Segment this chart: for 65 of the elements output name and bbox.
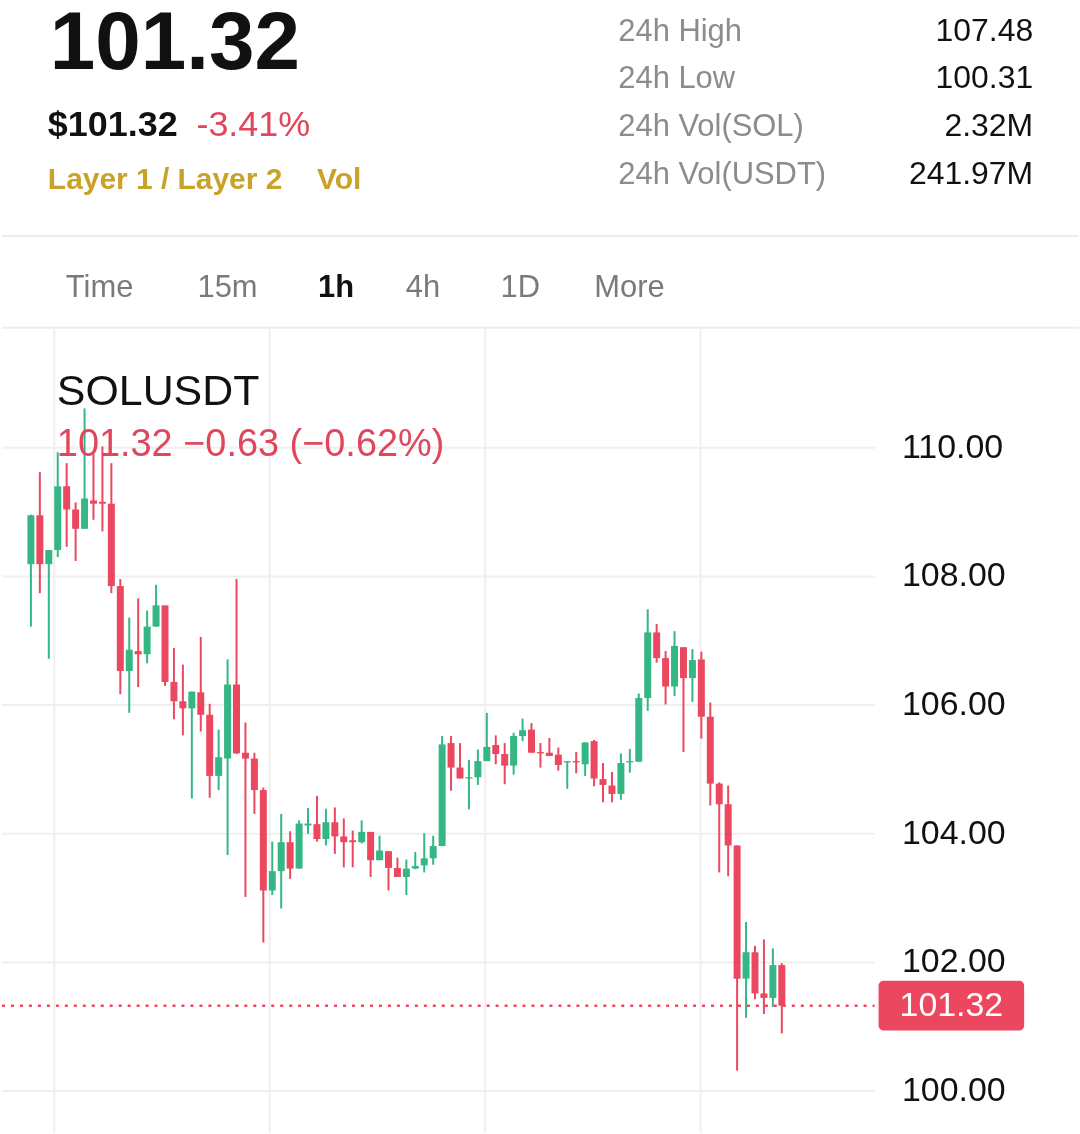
candlestick	[179, 663, 187, 737]
text: $101.32	[47, 104, 178, 145]
candlestick	[215, 728, 223, 792]
candlestick	[152, 583, 160, 628]
candlestick	[393, 856, 401, 878]
text: 107.48	[935, 12, 1034, 49]
candlestick	[501, 742, 509, 786]
candlestick	[688, 648, 696, 703]
candlestick	[492, 734, 500, 766]
y-tick-label: 104.00	[901, 812, 1006, 851]
candlestick	[519, 717, 527, 743]
candlestick	[384, 850, 392, 892]
candlestick	[483, 711, 491, 763]
y-tick-label: 106.00	[901, 683, 1006, 722]
candlestick	[197, 635, 205, 733]
text: 24h Vol(SOL)	[618, 108, 804, 144]
candlestick	[581, 741, 589, 777]
ref-line-label: 101.32	[899, 984, 1004, 1023]
candlestick	[340, 817, 348, 869]
candlestick	[402, 858, 410, 896]
candlestick	[322, 807, 330, 847]
candlestick	[420, 832, 428, 874]
candlestick	[554, 746, 562, 772]
candlestick	[63, 462, 71, 548]
candlestick	[545, 736, 553, 757]
text: 101.32	[49, 0, 300, 87]
text: 24h High	[618, 13, 742, 49]
candlestick	[608, 771, 616, 804]
candlestick	[134, 597, 142, 689]
candlestick	[331, 806, 339, 855]
text: More	[594, 268, 665, 304]
text: 24h Vol(USDT)	[618, 156, 827, 192]
candlestick	[349, 829, 357, 869]
text: Time	[65, 268, 134, 304]
candlestick	[72, 501, 80, 562]
text: 100.31	[935, 59, 1034, 96]
y-tick-label: 100.00	[901, 1070, 1006, 1109]
candlestick	[429, 834, 437, 866]
candlestick	[715, 781, 723, 874]
candlestick	[358, 819, 366, 845]
text: 1D	[500, 268, 541, 304]
candlestick	[45, 549, 53, 660]
candlestick	[376, 834, 384, 862]
text: 15m	[197, 268, 258, 304]
y-tick-label: 102.00	[901, 941, 1006, 980]
candlestick	[241, 721, 249, 898]
text: Vol	[317, 162, 362, 196]
candlestick	[170, 646, 178, 721]
text: 2.32M	[944, 107, 1034, 144]
text: 24h Low	[618, 60, 736, 96]
text: 241.97M	[908, 155, 1034, 192]
candlestick	[528, 722, 535, 754]
text: SOLUSDT	[56, 366, 260, 415]
y-tick-label: 110.00	[901, 426, 1004, 465]
text: 4h	[405, 268, 441, 304]
candlestick	[313, 794, 321, 843]
candlestick	[125, 616, 133, 714]
candlestick	[188, 690, 196, 800]
y-tick-label: 108.00	[901, 555, 1006, 594]
candlestick	[474, 748, 482, 786]
text: -3.41%	[196, 104, 311, 145]
candlestick	[268, 840, 276, 896]
candlestick	[599, 762, 607, 804]
text: Layer 1 / Layer 2	[47, 162, 283, 196]
text: 1h	[318, 268, 355, 304]
